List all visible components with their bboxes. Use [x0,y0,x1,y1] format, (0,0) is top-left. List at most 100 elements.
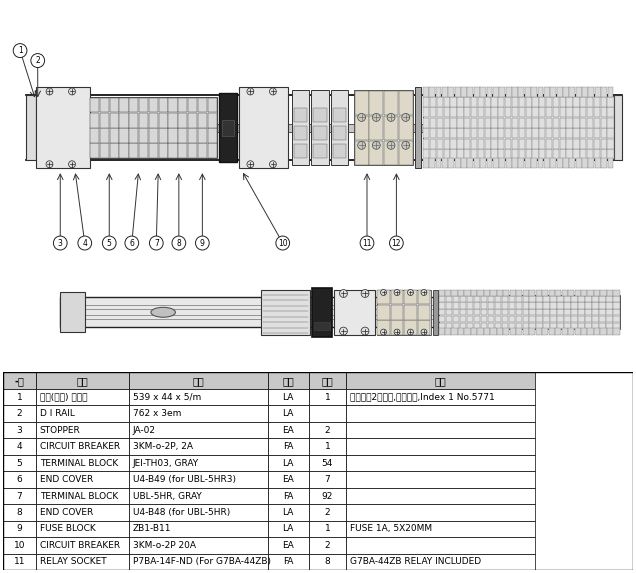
Bar [578,303,584,309]
Bar [599,309,605,315]
Bar [36,372,129,389]
Bar [492,149,497,159]
Bar [580,149,586,159]
Bar [484,328,490,335]
Bar [423,139,429,148]
Bar [442,88,448,97]
Bar [600,128,607,138]
Bar [464,289,471,296]
Bar [333,108,347,123]
Bar [464,128,471,138]
Bar [36,504,129,521]
Circle shape [270,161,277,168]
Text: 3: 3 [17,426,22,434]
Text: 규격: 규격 [193,376,204,386]
Bar [377,289,431,335]
Bar [588,328,593,335]
Bar [595,88,601,97]
Bar [457,107,464,117]
Bar [36,537,129,554]
Bar [509,323,515,329]
Bar [474,316,480,322]
Bar [600,107,607,117]
Bar [458,289,464,296]
Bar [490,328,497,335]
Bar [578,316,584,322]
Text: U4-B48 (for UBL-5HR): U4-B48 (for UBL-5HR) [133,508,230,517]
Bar [523,328,529,335]
Bar [129,128,139,143]
Text: TERMINAL BLOCK: TERMINAL BLOCK [39,492,118,500]
Bar [308,504,347,521]
Bar [437,97,443,107]
Bar [594,117,600,128]
Bar [377,290,390,304]
Bar [439,296,445,302]
Bar [109,143,119,158]
Bar [546,139,552,148]
Text: U4-B49 (for UBL-5HR3): U4-B49 (for UBL-5HR3) [133,475,236,484]
Bar [595,158,601,168]
Bar [573,97,579,107]
Bar [539,107,546,117]
Bar [347,422,536,438]
Bar [564,316,570,322]
Bar [222,120,233,136]
Bar [453,296,459,302]
Text: JA-02: JA-02 [133,426,156,434]
Bar [519,139,525,148]
Bar [497,289,503,296]
Bar [505,139,511,148]
Bar [308,488,347,504]
Bar [188,113,197,128]
Bar [399,91,413,115]
Bar [129,471,268,488]
Bar [567,128,572,138]
Bar [129,537,268,554]
Bar [587,117,593,128]
Bar [587,128,593,138]
Bar [478,289,483,296]
Bar [600,139,607,148]
Bar [347,438,536,455]
Bar [437,117,443,128]
Bar [580,107,586,117]
Bar [474,158,480,168]
Circle shape [247,88,254,95]
Bar [36,455,129,471]
Text: 5: 5 [17,458,22,468]
Bar [404,305,417,320]
Bar [439,316,445,322]
Bar [613,316,619,322]
Bar [158,143,168,158]
Bar [308,438,347,455]
Bar [384,91,398,115]
Bar [580,97,586,107]
Circle shape [69,161,76,168]
Circle shape [394,329,400,335]
Bar [471,149,477,159]
Bar [509,296,515,302]
Bar [460,309,466,315]
Bar [505,149,511,159]
Bar [613,309,619,315]
Bar [391,320,403,335]
Circle shape [247,161,254,168]
Bar [492,107,497,117]
Bar [606,303,612,309]
Bar [498,97,504,107]
Bar [498,139,504,148]
Bar [446,316,452,322]
Circle shape [270,88,277,95]
Text: 1: 1 [324,524,330,533]
Bar [607,117,614,128]
Circle shape [361,327,369,335]
Bar [553,97,559,107]
Bar [493,88,499,97]
Bar [499,88,505,97]
Bar [578,296,584,302]
Bar [546,149,552,159]
Circle shape [373,113,380,121]
Bar [599,296,605,302]
Bar [588,158,595,168]
